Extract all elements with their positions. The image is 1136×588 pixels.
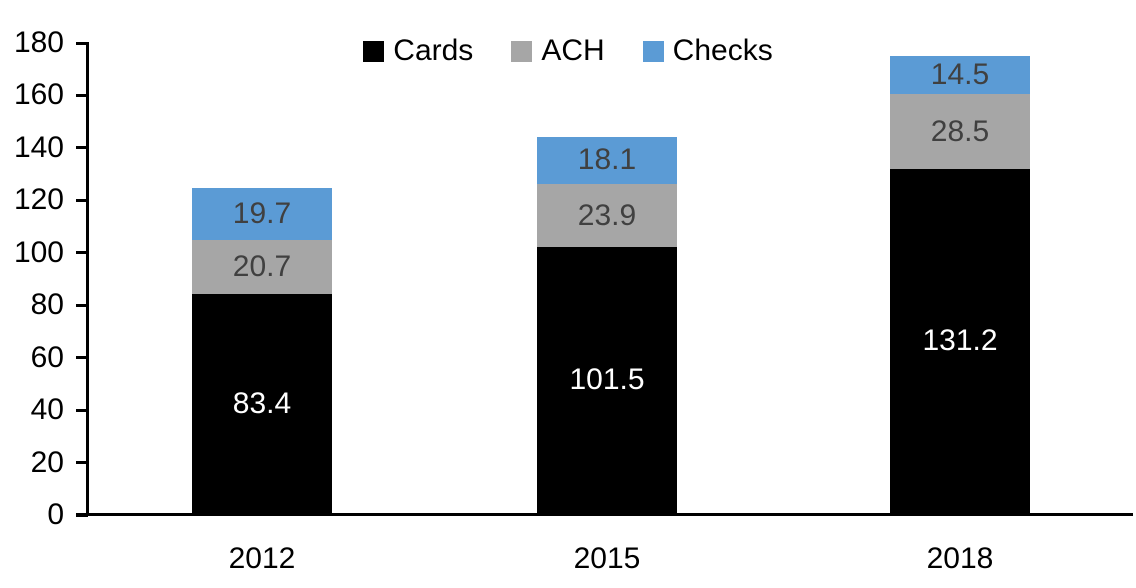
legend-label-ach: ACH: [541, 34, 605, 67]
bar-segment-ach-2018: 28.5: [890, 94, 1030, 169]
y-tick-100: [76, 251, 88, 255]
y-tick-label-0: 0: [47, 498, 64, 531]
bar-segment-checks-2012: 19.7: [192, 188, 332, 241]
bar-segment-checks-2018: 14.5: [890, 56, 1030, 95]
bar-segment-checks-2015: 18.1: [537, 136, 677, 185]
bar-segment-cards-2015: 101.5: [537, 246, 677, 513]
y-tick-label-120: 120: [13, 183, 64, 217]
legend-swatch-checks: [642, 40, 664, 62]
value-label-cards-2018: 131.2: [922, 323, 998, 357]
bar-segment-ach-2015: 23.9: [537, 184, 677, 247]
y-tick-80: [76, 303, 88, 307]
bar-segment-ach-2012: 20.7: [192, 240, 332, 295]
y-tick-140: [76, 146, 88, 150]
y-tick-0: [76, 513, 88, 517]
value-label-checks-2018: 14.5: [930, 58, 990, 92]
y-tick-label-140: 140: [13, 130, 64, 164]
legend-swatch-ach: [511, 40, 533, 62]
y-tick-40: [76, 408, 88, 412]
value-label-cards-2012: 83.4: [232, 386, 292, 420]
y-tick-label-160: 160: [13, 78, 64, 112]
y-tick-label-80: 80: [30, 288, 64, 322]
y-tick-60: [76, 356, 88, 360]
y-tick-20: [76, 461, 88, 465]
legend-label-cards: Cards: [393, 34, 474, 67]
y-tick-label-20: 20: [30, 445, 64, 479]
y-tick-label-60: 60: [30, 340, 64, 374]
legend-item-checks: Checks: [642, 34, 773, 68]
y-tick-label-40: 40: [30, 393, 64, 427]
x-tick-label-2012: 2012: [228, 542, 296, 575]
y-tick-160: [76, 93, 88, 97]
y-tick-label-100: 100: [13, 235, 64, 269]
x-tick-label-2015: 2015: [573, 542, 641, 575]
legend-label-checks: Checks: [672, 34, 773, 67]
bar-segment-cards-2012: 83.4: [192, 294, 332, 513]
y-tick-180: [76, 41, 88, 45]
value-label-ach-2015: 23.9: [577, 198, 637, 232]
value-label-checks-2015: 18.1: [577, 143, 637, 177]
value-label-ach-2018: 28.5: [930, 114, 990, 148]
x-axis-line: [76, 513, 1133, 516]
value-label-ach-2012: 20.7: [232, 250, 292, 284]
legend-item-ach: ACH: [511, 34, 605, 68]
x-tick-label-2018: 2018: [926, 542, 994, 575]
y-tick-label-180: 180: [13, 26, 64, 59]
value-label-checks-2012: 19.7: [232, 197, 292, 231]
value-label-cards-2015: 101.5: [569, 362, 645, 396]
bar-segment-cards-2018: 131.2: [890, 168, 1030, 513]
legend-swatch-cards: [363, 40, 385, 62]
legend-item-cards: Cards: [363, 34, 473, 68]
y-tick-120: [76, 198, 88, 202]
y-axis-line: [86, 42, 89, 516]
